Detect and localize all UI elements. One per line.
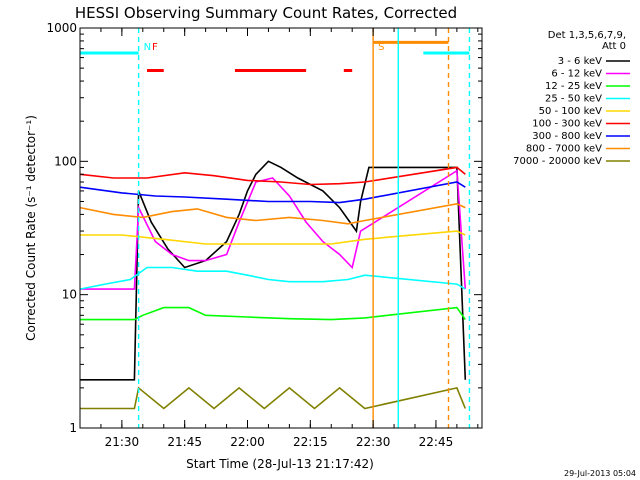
legend-label: 100 - 300 keV: [532, 119, 602, 130]
annotation-label: S: [378, 42, 384, 53]
legend-label: 50 - 100 keV: [539, 106, 603, 117]
annotation-label: N: [144, 42, 151, 53]
series-line-4: [80, 230, 466, 245]
series-line-5: [79, 166, 466, 186]
legend-label: 300 - 800 keV: [532, 131, 602, 142]
legend-label: 3 - 6 keV: [558, 56, 602, 67]
legend-label: 12 - 25 keV: [545, 81, 602, 92]
series-line-6: [79, 181, 466, 204]
series-line-7: [79, 202, 466, 225]
legend-header: Det 1,3,5,6,7,9,: [548, 30, 626, 41]
y-tick-label: 1000: [46, 21, 77, 35]
series-line-1: [80, 169, 467, 290]
x-tick-label: 22:00: [230, 435, 265, 449]
series-line-8: [80, 386, 467, 410]
x-axis: 21:30 21:45 22:00 22:15 22:30 22:45: [79, 28, 479, 449]
x-tick-label: 22:15: [293, 435, 328, 449]
legend-label: 6 - 12 keV: [551, 69, 602, 80]
x-tick-label: 21:30: [105, 435, 140, 449]
legend: Det 1,3,5,6,7,9,Att 03 - 6 keV 6 - 12 keV…: [513, 30, 630, 167]
legend-header: Att 0: [602, 41, 626, 52]
y-tick-label: 100: [54, 154, 77, 168]
legend-label: 25 - 50 keV: [545, 94, 602, 105]
legend-label: 7000 - 20000 keV: [513, 156, 602, 167]
y-tick-label: 10: [62, 288, 77, 302]
y-tick-label: 1: [69, 421, 77, 435]
timestamp-label: 29-Jul-2013 05:04: [564, 469, 636, 478]
chart-title: HESSI Observing Summary Count Rates, Cor…: [75, 4, 457, 22]
y-axis-label: Corrected Count Rate (s⁻¹ detector⁻¹): [24, 115, 38, 341]
series-line-3: [79, 266, 466, 290]
x-tick-label: 22:45: [419, 435, 454, 449]
plot-frame: [79, 27, 483, 429]
series-line-2: [80, 306, 466, 321]
annotation-label: F: [152, 42, 158, 53]
x-tick-label: 21:45: [167, 435, 202, 449]
series-line-0: [80, 160, 467, 381]
x-axis-label: Start Time (28-Jul-13 21:17:42): [186, 457, 374, 471]
x-tick-label: 22:30: [356, 435, 391, 449]
y-axis: 1 10 100 1000: [46, 21, 482, 435]
legend-label: 800 - 7000 keV: [526, 144, 602, 155]
